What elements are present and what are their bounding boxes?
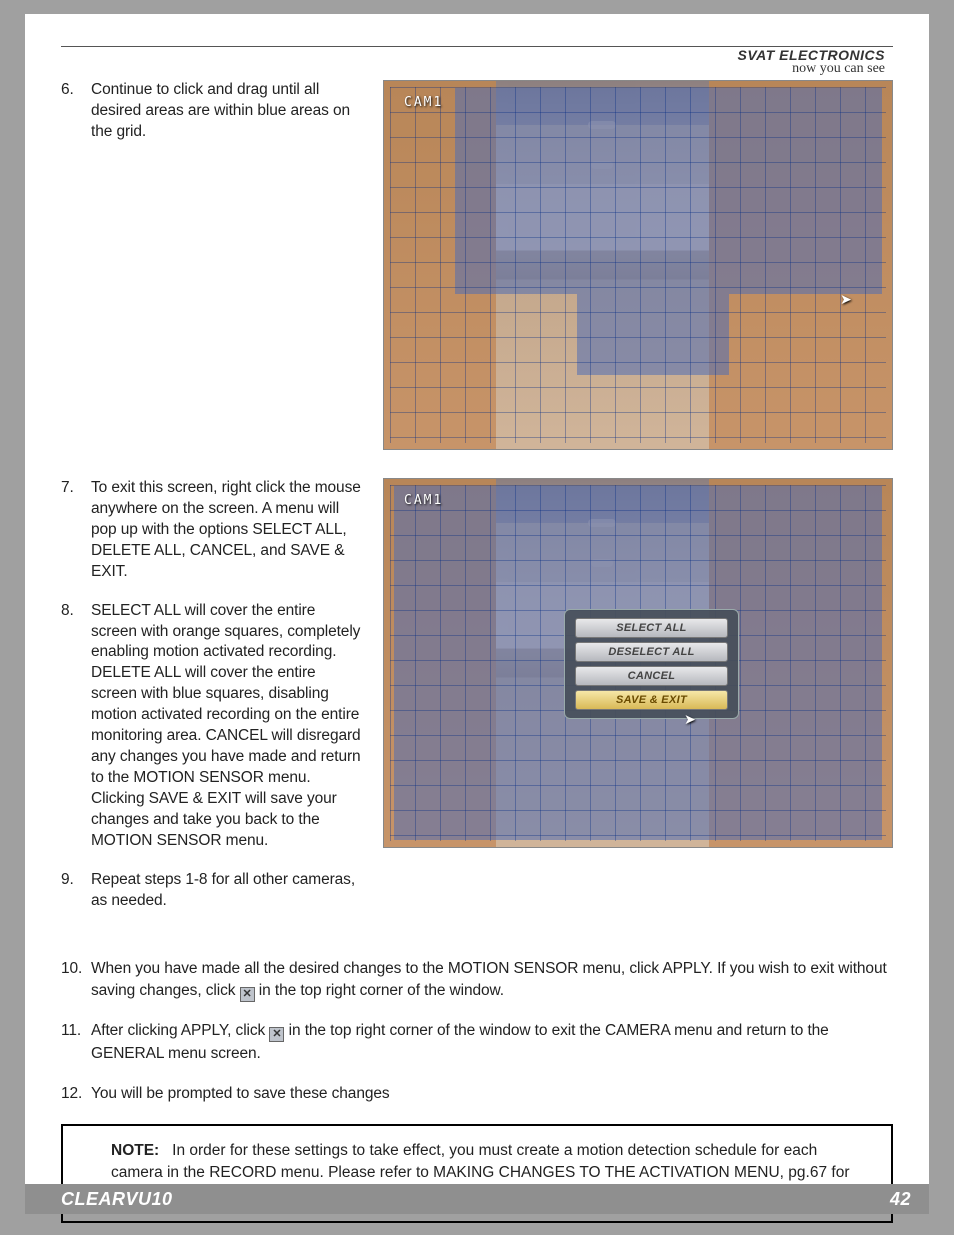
step-6: 6. Continue to click and drag until all … bbox=[61, 80, 361, 143]
step-text: SELECT ALL will cover the entire screen … bbox=[91, 601, 361, 852]
close-icon: ✕ bbox=[240, 987, 255, 1002]
step-text: Continue to click and drag until all des… bbox=[91, 80, 361, 143]
page-footer: CLEARVU10 42 bbox=[25, 1184, 929, 1214]
menu-item-save-exit[interactable]: SAVE & EXIT bbox=[575, 690, 728, 710]
step-text: Repeat steps 1-8 for all other cameras, … bbox=[91, 870, 361, 912]
brand-tagline: now you can see bbox=[738, 62, 886, 76]
manual-page: SVAT ELECTRONICS now you can see 6. Cont… bbox=[25, 14, 929, 1214]
step-text: When you have made all the desired chang… bbox=[91, 958, 893, 1003]
menu-item-select-all[interactable]: SELECT ALL bbox=[575, 618, 728, 638]
step-number: 8. bbox=[61, 601, 91, 852]
footer-page-number: 42 bbox=[890, 1189, 911, 1210]
content-area: 6. Continue to click and drag until all … bbox=[61, 80, 893, 1223]
camera-label: CAM1 bbox=[404, 95, 443, 110]
step-text-post: in the top right corner of the window. bbox=[259, 982, 504, 999]
step-number: 12. bbox=[61, 1083, 91, 1105]
steps-full-width: 10. When you have made all the desired c… bbox=[61, 958, 893, 1106]
screenshot-grid-selection: CAM1 ➤ bbox=[383, 80, 893, 450]
screenshot-context-menu: CAM1 SELECT ALL DESELECT ALL CANCEL SAVE… bbox=[383, 478, 893, 848]
step-text-pre: After clicking APPLY, click bbox=[91, 1022, 269, 1039]
context-menu: SELECT ALL DESELECT ALL CANCEL SAVE & EX… bbox=[564, 609, 739, 719]
brand-name: SVAT ELECTRONICS bbox=[738, 48, 886, 62]
brand-block: SVAT ELECTRONICS now you can see bbox=[738, 48, 886, 76]
close-icon: ✕ bbox=[269, 1027, 284, 1042]
step-text: After clicking APPLY, click ✕ in the top… bbox=[91, 1020, 893, 1065]
footer-product: CLEARVU10 bbox=[61, 1189, 173, 1210]
step-number: 6. bbox=[61, 80, 91, 143]
step-text: To exit this screen, right click the mou… bbox=[91, 478, 361, 583]
row-steps7to9: 7. To exit this screen, right click the … bbox=[61, 478, 893, 930]
step-9: 9. Repeat steps 1-8 for all other camera… bbox=[61, 870, 361, 912]
cursor-icon: ➤ bbox=[684, 711, 696, 727]
row-step6: 6. Continue to click and drag until all … bbox=[61, 80, 893, 450]
step-7: 7. To exit this screen, right click the … bbox=[61, 478, 361, 583]
menu-item-cancel[interactable]: CANCEL bbox=[575, 666, 728, 686]
step-11: 11. After clicking APPLY, click ✕ in the… bbox=[61, 1020, 893, 1065]
step-10: 10. When you have made all the desired c… bbox=[61, 958, 893, 1003]
step-text: You will be prompted to save these chang… bbox=[91, 1083, 893, 1105]
menu-item-deselect-all[interactable]: DESELECT ALL bbox=[575, 642, 728, 662]
motion-grid-overlay bbox=[390, 87, 886, 443]
step-number: 7. bbox=[61, 478, 91, 583]
camera-label: CAM1 bbox=[404, 493, 443, 508]
note-label: NOTE: bbox=[111, 1142, 159, 1159]
step-number: 10. bbox=[61, 958, 91, 1003]
note-text bbox=[164, 1142, 173, 1159]
cursor-icon: ➤ bbox=[840, 291, 852, 307]
step-number: 9. bbox=[61, 870, 91, 912]
step-number: 11. bbox=[61, 1020, 91, 1065]
step-8: 8. SELECT ALL will cover the entire scre… bbox=[61, 601, 361, 852]
step-12: 12. You will be prompted to save these c… bbox=[61, 1083, 893, 1105]
